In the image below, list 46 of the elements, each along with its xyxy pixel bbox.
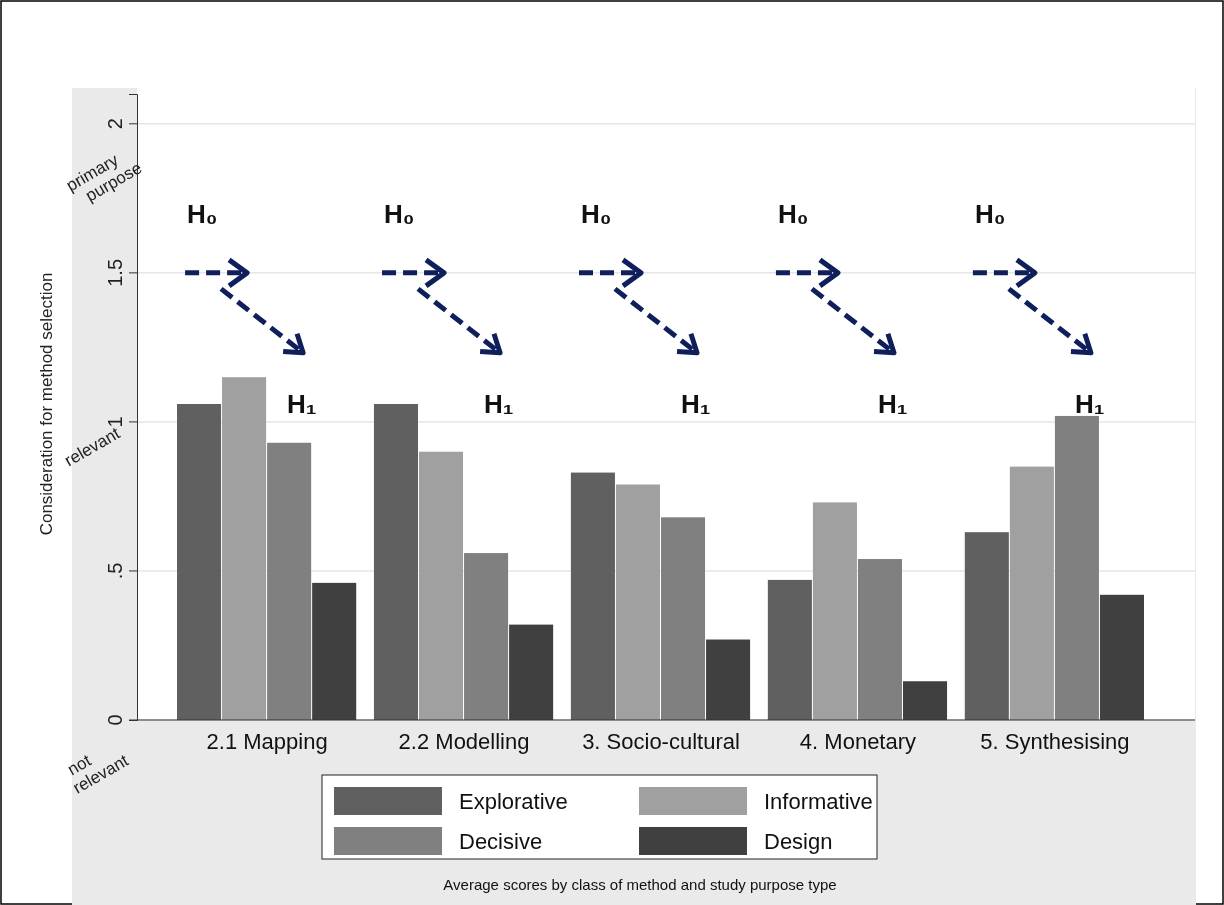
legend-label: Explorative [459,789,568,814]
x-tick-label: 3. Socio-cultural [582,729,740,755]
legend-label: Design [764,829,833,854]
y-tick-label: 0 [104,714,126,726]
bar [1009,466,1054,720]
bar [767,579,812,720]
y-tick-label: .5 [104,562,126,580]
bar [1099,594,1144,720]
x-tick-label: 4. Monetary [799,729,917,755]
bar [419,451,464,720]
bar [222,377,267,720]
y-tick-label: 1.5 [104,258,126,287]
bar [812,502,857,720]
y-tick-label: 1 [104,416,126,428]
x-tick-label: 2.2 Modelling [398,729,530,755]
bar [661,517,706,720]
bar [509,624,554,720]
bar [1054,415,1099,720]
bar [570,472,615,720]
text: Average scores by class of method and study purpose type [443,876,837,893]
bar [464,553,509,720]
bar [964,532,1009,720]
bar [267,442,312,720]
y-tick-label: 2 [104,118,126,130]
bar [373,404,418,720]
annotation: H₁ [877,388,908,419]
bar [706,639,751,720]
bar [177,404,222,720]
annotation: H₀ [777,198,809,229]
annotation: H₁ [484,388,514,419]
legend-label: Decisive [459,829,543,854]
annotation: H₀ [581,198,612,229]
bar [312,582,357,720]
x-tick-label: 5. Synthesising [980,729,1130,755]
annotation: H₁ [1074,388,1105,419]
x-tick-label: 2.1 Mapping [206,729,328,755]
y-axis-title: Consideration for method selection [37,272,56,536]
annotation: H₁ [681,388,711,419]
annotation: H₁ [287,388,317,419]
annotation: H₀ [187,198,218,229]
bar [615,484,660,720]
annotation: H₀ [974,198,1006,229]
legend-label: Informative [764,789,873,814]
bar [857,559,902,720]
annotation: H₀ [384,198,415,229]
bar [903,681,948,720]
